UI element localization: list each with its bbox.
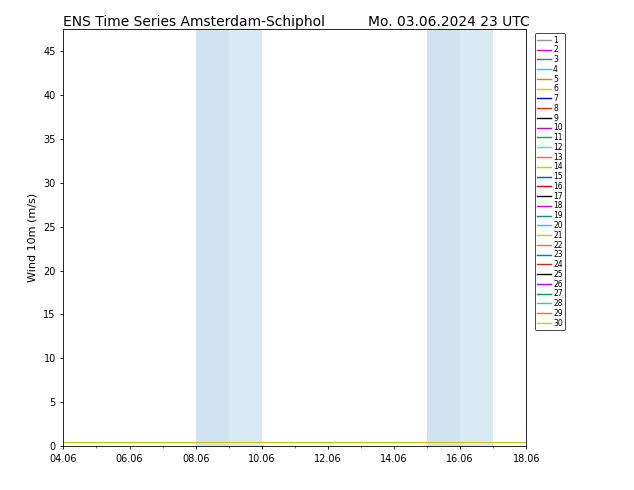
Bar (427, 29, 460, 446)
Text: ENS Time Series Amsterdam-Schiphol: ENS Time Series Amsterdam-Schiphol (63, 15, 325, 29)
Text: Mo. 03.06.2024 23 UTC: Mo. 03.06.2024 23 UTC (368, 15, 529, 29)
Bar (229, 29, 262, 446)
Legend: 1, 2, 3, 4, 5, 6, 7, 8, 9, 10, 11, 12, 13, 14, 15, 16, 17, 18, 19, 20, 21, 22, 2: 1, 2, 3, 4, 5, 6, 7, 8, 9, 10, 11, 12, 1… (534, 33, 565, 330)
Bar (460, 29, 493, 446)
Y-axis label: Wind 10m (m/s): Wind 10m (m/s) (28, 193, 37, 282)
Bar (196, 29, 229, 446)
